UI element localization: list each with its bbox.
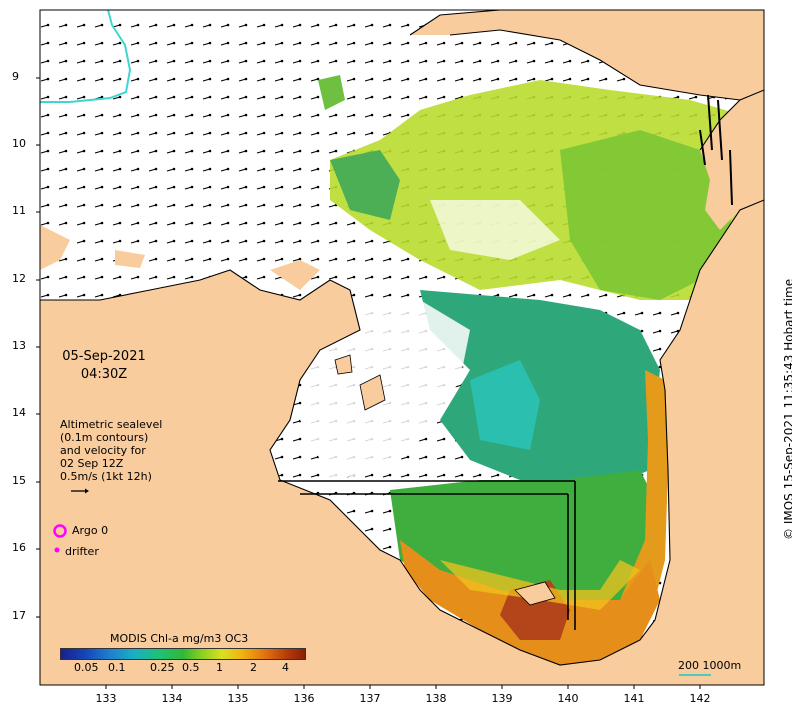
lat-label: 10	[12, 137, 26, 150]
scale-bar-line	[679, 674, 711, 676]
scale-1000: 1000m	[702, 659, 742, 672]
lon-label: 136	[293, 692, 315, 705]
lat-label: 17	[12, 609, 26, 622]
island-mornington	[514, 581, 556, 606]
colorbar-tick: 4	[282, 661, 289, 674]
info-line: and velocity for	[60, 444, 146, 457]
info-line: 02 Sep 12Z	[60, 457, 124, 470]
colorbar-tick: 1	[216, 661, 223, 674]
argo-label: Argo 0	[72, 524, 109, 537]
scale-bar-label: 200 1000m	[678, 659, 741, 672]
lon-label: 137	[359, 692, 381, 705]
lon-label: 140	[557, 692, 579, 705]
scale-200: 200	[678, 659, 699, 672]
lon-label: 133	[95, 692, 117, 705]
island-groote	[359, 374, 386, 411]
info-line: 0.5m/s (1kt 12h)	[60, 470, 152, 483]
lon-label: 134	[161, 692, 183, 705]
argo-symbol	[53, 524, 67, 538]
lon-label: 139	[491, 692, 513, 705]
chl-northwest	[330, 150, 400, 220]
bathymetry-contour	[40, 10, 132, 103]
lon-label: 142	[689, 692, 711, 705]
time-text: 04:30Z	[80, 367, 128, 382]
legend-drifter: drifter	[52, 545, 99, 558]
lat-label: 16	[12, 541, 26, 554]
colorbar-tick: 0.1	[108, 661, 126, 674]
colorbar-tick: 0.5	[182, 661, 200, 674]
land-capeyork	[700, 90, 764, 230]
credit-text: © IMOS 15-Sep-2021 11:35:43 Hobart time	[782, 278, 792, 540]
colorbar	[60, 648, 306, 660]
drifter-symbol	[54, 547, 60, 553]
colorbar-tick: 0.25	[150, 661, 175, 674]
lat-label: 9	[12, 70, 19, 83]
lat-label: 11	[12, 204, 26, 217]
legend-argo: Argo 0	[52, 524, 108, 537]
chl-nw-blob	[318, 75, 345, 110]
chl-central-cyan	[470, 360, 540, 450]
chl-north-green	[560, 130, 740, 300]
lat-label: 12	[12, 272, 26, 285]
lat-label: 14	[12, 406, 26, 419]
colorbar-tick: 0.05	[74, 661, 99, 674]
land-arnhem	[40, 200, 764, 685]
date-time-label: 05-Sep-2021 04:30Z	[60, 348, 148, 384]
velocity-scale-arrow-icon	[71, 488, 89, 494]
lon-label: 138	[425, 692, 447, 705]
date-text: 05-Sep-2021	[62, 349, 146, 364]
land-newguinea	[410, 10, 764, 100]
drifter-label: drifter	[65, 545, 99, 558]
lon-label: 135	[227, 692, 249, 705]
info-line: Altimetric sealevel	[60, 418, 163, 431]
lon-label: 141	[623, 692, 645, 705]
colorbar-title: MODIS Chl-a mg/m3 OC3	[110, 632, 249, 645]
info-text: Altimetric sealevel (0.1m contours) and …	[60, 418, 162, 483]
info-line: (0.1m contours)	[60, 431, 149, 444]
colorbar-tick: 2	[250, 661, 257, 674]
lat-label: 15	[12, 474, 26, 487]
lat-label: 13	[12, 339, 26, 352]
